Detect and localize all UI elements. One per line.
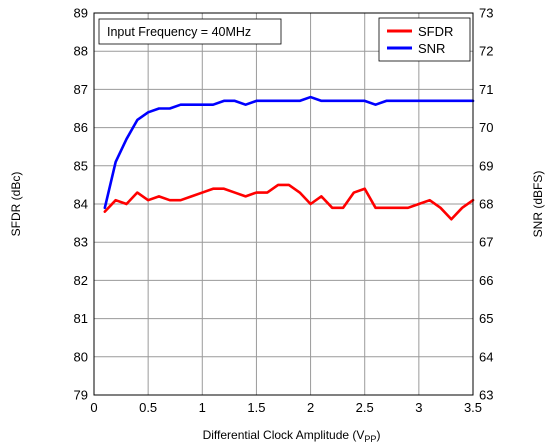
annotation-box: Input Frequency = 40MHz — [98, 18, 282, 45]
x-tick-label: 3 — [415, 400, 422, 415]
annotation-text: Input Frequency = 40MHz — [107, 25, 251, 39]
series-line-snr — [103, 95, 475, 210]
x-tick-label: 0.5 — [139, 400, 157, 415]
x-tick-label: 1.5 — [247, 400, 265, 415]
x-tick-label: 0 — [90, 400, 97, 415]
left-y-tick-label: 84 — [74, 197, 88, 212]
x-axis-title: Differential Clock Amplitude (VPP) — [203, 428, 381, 444]
left-y-tick-label: 80 — [74, 349, 88, 364]
x-tick-label: 2 — [307, 400, 314, 415]
right-y-tick-label: 63 — [479, 388, 493, 403]
right-y-tick-label: 68 — [479, 197, 493, 212]
right-y-tick-label: 70 — [479, 120, 493, 135]
right-y-tick-label: 72 — [479, 44, 493, 59]
legend-label-sfdr: SFDR — [418, 24, 453, 39]
x-tick-label: 3.5 — [464, 400, 482, 415]
right-y-tick-label: 64 — [479, 349, 493, 364]
left-y-tick-label: 89 — [74, 6, 88, 21]
left-y-tick-label: 86 — [74, 120, 88, 135]
right-y-tick-label: 66 — [479, 273, 493, 288]
plot-series — [103, 95, 475, 221]
right-y-tick-label: 71 — [479, 82, 493, 97]
legend-label-snr: SNR — [418, 41, 445, 56]
left-y-tick-label: 87 — [74, 82, 88, 97]
left-y-tick-label: 81 — [74, 311, 88, 326]
left-y-tick-label: 83 — [74, 235, 88, 250]
x-tick-label: 1 — [199, 400, 206, 415]
right-y-tick-label: 69 — [479, 158, 493, 173]
left-y-tick-label: 85 — [74, 158, 88, 173]
legend: SFDR SNR — [378, 17, 471, 62]
left-y-tick-label: 88 — [74, 44, 88, 59]
left-y-tick-label: 79 — [74, 388, 88, 403]
plot-frame — [93, 12, 474, 396]
right-y-tick-label: 73 — [479, 6, 493, 21]
right-y-tick-label: 65 — [479, 311, 493, 326]
right-y-axis-title: SNR (dBFS) — [531, 171, 545, 238]
left-y-axis-title: SFDR (dBc) — [9, 172, 23, 237]
left-y-tick-label: 82 — [74, 273, 88, 288]
series-line-sfdr — [103, 183, 475, 221]
tick-labels: 0 0.5 1 1.5 2 2.5 3 3.5 79 80 81 82 83 84 85 86 87 88 89 63… — [74, 6, 494, 416]
x-tick-label: 2.5 — [356, 400, 374, 415]
right-y-tick-label: 67 — [479, 235, 493, 250]
